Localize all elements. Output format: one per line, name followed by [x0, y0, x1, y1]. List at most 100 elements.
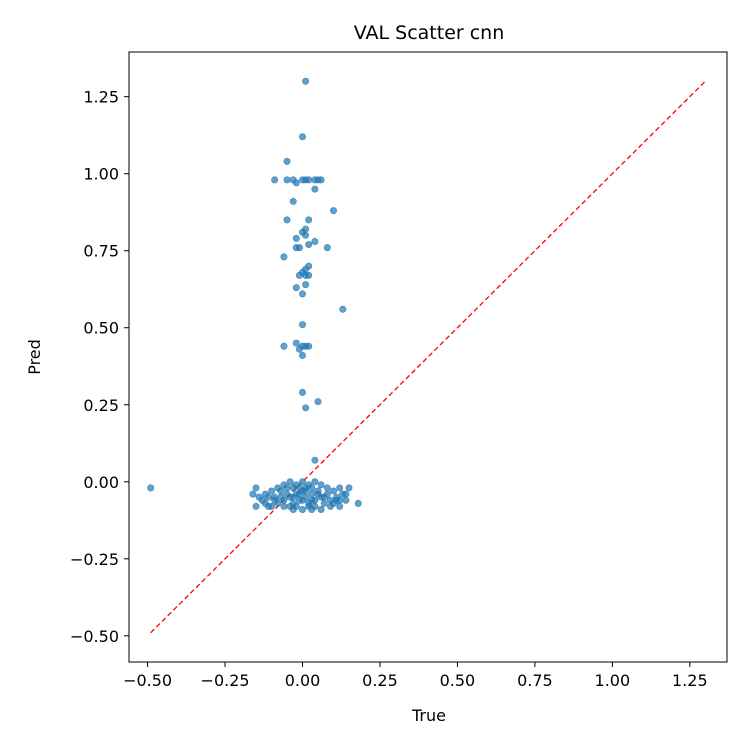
data-point: [280, 502, 288, 510]
y-tick-label: −0.25: [70, 550, 119, 569]
data-point: [305, 502, 313, 510]
data-point: [299, 496, 307, 504]
scatter-points: [147, 77, 362, 513]
data-point: [299, 321, 307, 329]
data-point: [336, 484, 344, 492]
data-point: [308, 484, 316, 492]
reference-line: [150, 80, 706, 634]
data-point: [311, 478, 319, 486]
data-point: [280, 253, 288, 261]
data-point: [299, 351, 307, 359]
data-point: [305, 241, 313, 249]
data-point: [280, 342, 288, 350]
data-point: [299, 133, 307, 141]
y-axis: −0.50 −0.25 0.00 0.25 0.50 0.75 1.00 1.25: [70, 88, 129, 646]
data-point: [295, 484, 303, 492]
data-point: [271, 176, 279, 184]
data-point: [283, 216, 291, 224]
y-tick-label: 1.25: [83, 88, 119, 107]
data-point: [292, 339, 300, 347]
x-tick-label: 0.25: [362, 671, 398, 690]
data-point: [292, 234, 300, 242]
data-point: [286, 478, 294, 486]
data-point: [147, 484, 155, 492]
plot-frame: [128, 51, 728, 663]
data-point: [271, 496, 279, 504]
data-point: [295, 244, 303, 252]
data-point: [305, 216, 313, 224]
data-point: [339, 305, 347, 313]
data-point: [314, 398, 322, 406]
x-tick-label: 1.25: [672, 671, 708, 690]
data-point: [302, 77, 310, 85]
data-point: [345, 484, 353, 492]
data-point: [317, 176, 325, 184]
data-point: [314, 490, 322, 498]
y-tick-label: 0.50: [83, 319, 119, 338]
data-point: [274, 484, 282, 492]
data-point: [255, 493, 263, 501]
data-point: [305, 342, 313, 350]
data-point: [323, 244, 331, 252]
data-point: [302, 225, 310, 233]
y-axis-label: Pred: [25, 339, 44, 375]
data-point: [299, 388, 307, 396]
data-point: [292, 179, 300, 187]
x-tick-label: 0.50: [440, 671, 476, 690]
data-point: [295, 271, 303, 279]
data-point: [311, 185, 319, 193]
chart-title: VAL Scatter cnn: [354, 22, 505, 44]
data-point: [323, 484, 331, 492]
data-point: [302, 404, 310, 412]
data-point: [317, 505, 325, 513]
data-point: [299, 290, 307, 298]
x-axis-label: True: [411, 706, 446, 725]
data-point: [283, 176, 291, 184]
data-point: [252, 502, 260, 510]
x-tick-label: 1.00: [595, 671, 631, 690]
data-point: [354, 499, 362, 507]
data-point: [280, 481, 288, 489]
data-point: [308, 496, 316, 504]
x-tick-label: −0.50: [123, 671, 172, 690]
data-point: [299, 478, 307, 486]
y-tick-label: −0.50: [70, 627, 119, 646]
x-axis: −0.50 −0.25 0.00 0.25 0.50 0.75 1.00 1.25: [123, 662, 708, 690]
data-point: [283, 157, 291, 165]
x-tick-label: −0.25: [201, 671, 250, 690]
data-point: [336, 502, 344, 510]
data-point: [311, 456, 319, 464]
data-point: [289, 484, 297, 492]
plot-area: [129, 52, 727, 662]
data-point: [336, 496, 344, 504]
data-point: [277, 493, 285, 501]
x-tick-label: 0.75: [517, 671, 553, 690]
data-point: [299, 505, 307, 513]
data-point: [249, 490, 257, 498]
x-tick-label: 0.00: [285, 671, 321, 690]
data-point: [320, 493, 328, 501]
data-point: [320, 499, 328, 507]
data-point: [302, 487, 310, 495]
data-point: [305, 271, 313, 279]
data-point: [292, 284, 300, 292]
data-point: [302, 231, 310, 239]
data-point: [311, 237, 319, 245]
data-point: [305, 176, 313, 184]
data-point: [342, 496, 350, 504]
data-point: [329, 207, 337, 215]
y-tick-label: 1.00: [83, 165, 119, 184]
data-point: [329, 487, 337, 495]
data-point: [295, 490, 303, 498]
reference-line-layer: [150, 80, 706, 634]
data-point: [261, 490, 269, 498]
y-tick-label: 0.00: [83, 473, 119, 492]
data-point: [289, 197, 297, 205]
data-point: [283, 490, 291, 498]
data-point: [311, 502, 319, 510]
data-point: [264, 502, 272, 510]
data-point: [302, 281, 310, 289]
data-point: [286, 502, 294, 510]
y-tick-label: 0.75: [83, 242, 119, 261]
